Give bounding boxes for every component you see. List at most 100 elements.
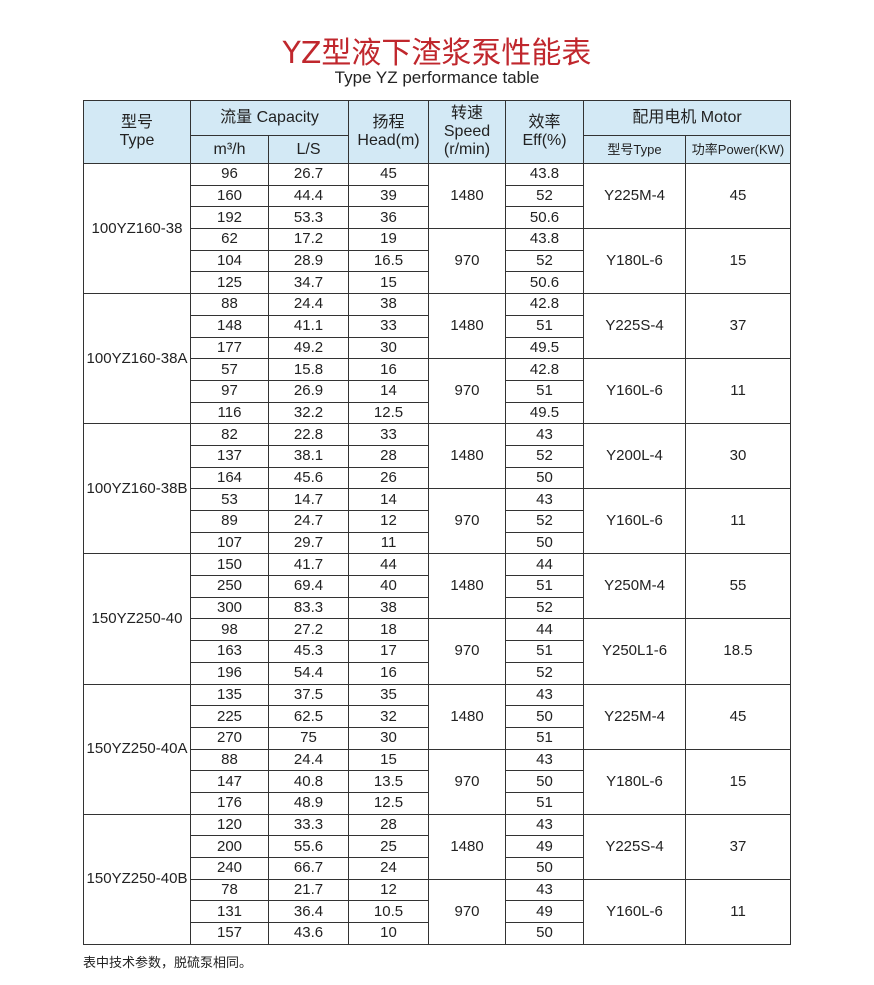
motor-power-cell: 30 (685, 423, 792, 490)
eff-cell: 49.5 (505, 336, 585, 360)
capacity-m3h-cell: 131 (190, 900, 269, 924)
head-cell: 45 (348, 163, 430, 186)
pump-type-cell: 100YZ160-38 (83, 162, 191, 295)
capacity-m3h-cell: 192 (190, 206, 269, 230)
motor-type-cell: Y200L-4 (583, 423, 687, 490)
head-cell: 30 (348, 726, 430, 750)
speed-cell: 970 (428, 748, 507, 815)
motor-power-cell: 11 (685, 358, 792, 425)
capacity-m3h-cell: 57 (190, 358, 269, 381)
eff-cell: 44 (505, 553, 585, 577)
page-subtitle: Type YZ performance table (334, 68, 540, 87)
table-row: 137 38.1 28 52 (84, 444, 791, 468)
eff-cell: 50 (505, 857, 585, 880)
capacity-ls-cell: 40.8 (267, 770, 350, 793)
head-cell: 10.5 (348, 900, 430, 924)
capacity-ls-cell: 29.7 (267, 531, 350, 555)
capacity-ls-cell: 53.3 (267, 206, 350, 230)
capacity-ls-cell: 24.7 (267, 510, 350, 533)
motor-type-cell: Y160L-6 (583, 878, 687, 945)
head-cell: 16 (348, 358, 430, 381)
table-row: 100YZ160-38 96 26.7 45 1480 43.8 Y225M-4 45 (83, 162, 792, 295)
head-cell: 40 (348, 575, 430, 598)
eff-cell: 51 (505, 640, 585, 663)
motor-type-cell: Y160L-6 (583, 488, 687, 555)
capacity-ls-cell: 26.9 (267, 379, 350, 403)
head-cell: 26 (348, 466, 430, 490)
capacity-m3h-cell: 88 (190, 293, 269, 316)
speed-cell: 1480 (428, 553, 507, 620)
capacity-m3h-cell: 270 (190, 726, 269, 750)
capacity-ls-cell: 83.3 (267, 596, 350, 620)
head-cell: 28 (348, 813, 430, 837)
motor-power-cell: 18.5 (685, 618, 792, 685)
eff-cell: 52 (505, 510, 585, 533)
eff-cell: 43 (505, 748, 585, 772)
head-cell: 10 (348, 922, 430, 945)
capacity-m3h-cell: 98 (190, 618, 269, 642)
head-cell: 33 (348, 423, 430, 446)
capacity-m3h-cell: 150 (190, 553, 269, 577)
eff-cell: 43 (505, 423, 585, 446)
eff-cell: 50 (505, 531, 585, 555)
capacity-ls-cell: 21.7 (267, 878, 350, 902)
capacity-ls-cell: 27.2 (267, 618, 350, 642)
capacity-m3h-cell: 250 (190, 575, 269, 598)
eff-cell: 43 (505, 683, 585, 707)
eff-cell: 52 (505, 661, 585, 685)
eff-cell: 51 (505, 575, 585, 598)
head-cell: 15 (348, 271, 430, 295)
table-row: 100YZ160-38A 88 24.4 38 1480 42.8 Y225S-4 37 (83, 293, 792, 425)
head-cell: 12 (348, 510, 430, 533)
head-cell: 38 (348, 293, 430, 316)
capacity-m3h-cell: 163 (190, 640, 269, 663)
capacity-m3h-cell: 300 (190, 596, 269, 620)
header-capacity: 流量 Capacity (189, 100, 350, 136)
table-row: 164 45.6 26 50 (84, 466, 791, 490)
motor-type-cell: Y250M-4 (583, 553, 687, 620)
table-row: 88 24.4 15 970 43 Y180L-6 15 (84, 748, 792, 815)
capacity-m3h-cell: 107 (190, 531, 269, 555)
eff-cell: 43.8 (505, 163, 585, 186)
eff-cell: 52 (505, 444, 585, 468)
motor-type-cell: Y160L-6 (583, 358, 687, 425)
capacity-m3h-cell: 104 (190, 249, 269, 273)
eff-cell: 43.8 (505, 228, 585, 251)
motor-type-cell: Y180L-6 (583, 228, 687, 295)
table-row: 131 36.4 10.5 49 (84, 900, 791, 924)
capacity-ls-cell: 38.1 (267, 444, 350, 468)
eff-cell: 49.5 (505, 401, 585, 425)
table-row: 148 41.1 33 51 (84, 314, 791, 338)
head-cell: 44 (348, 553, 430, 577)
eff-cell: 43 (505, 813, 585, 837)
speed-cell: 970 (428, 878, 507, 945)
eff-cell: 51 (505, 726, 585, 750)
table-row: 147 40.8 13.5 50 (84, 770, 791, 793)
capacity-m3h-cell: 82 (190, 423, 269, 446)
eff-cell: 43 (505, 488, 585, 511)
capacity-m3h-cell: 116 (190, 401, 269, 425)
table-row: 157 43.6 10 50 (84, 922, 791, 945)
motor-type-cell: Y225S-4 (583, 813, 687, 880)
capacity-ls-cell: 75 (267, 726, 350, 750)
speed-cell: 1480 (428, 162, 507, 230)
eff-cell: 50 (505, 770, 585, 793)
capacity-ls-cell: 45.6 (267, 466, 350, 490)
table-row: 100YZ160-38B 82 22.8 33 1480 43 Y200L-4 30 (83, 423, 792, 555)
eff-cell: 52 (505, 249, 585, 273)
capacity-m3h-cell: 196 (190, 661, 269, 685)
motor-power-cell: 11 (685, 878, 792, 945)
speed-cell: 1480 (428, 683, 507, 750)
capacity-ls-cell: 69.4 (267, 575, 350, 598)
pump-type-cell: 100YZ160-38A (83, 293, 191, 425)
table-body: 100YZ160-38 96 26.7 45 1480 43.8 Y225M-4 45 160 4… (83, 162, 792, 945)
capacity-m3h-cell: 96 (190, 163, 269, 186)
header-speed: 转速 Speed (r/min) (428, 100, 507, 164)
pump-type-cell: 150YZ250-40A (83, 683, 191, 815)
capacity-ls-cell: 54.4 (267, 661, 350, 685)
eff-cell: 50.6 (505, 206, 585, 230)
pump-type-cell: 100YZ160-38B (83, 423, 191, 555)
head-cell: 14 (348, 488, 430, 511)
table-row: 78 21.7 12 970 43 Y160L-6 11 (84, 878, 792, 945)
eff-cell: 51 (505, 791, 585, 815)
